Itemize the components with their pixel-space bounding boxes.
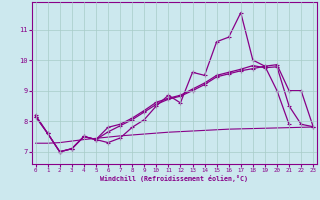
X-axis label: Windchill (Refroidissement éolien,°C): Windchill (Refroidissement éolien,°C) <box>100 175 248 182</box>
